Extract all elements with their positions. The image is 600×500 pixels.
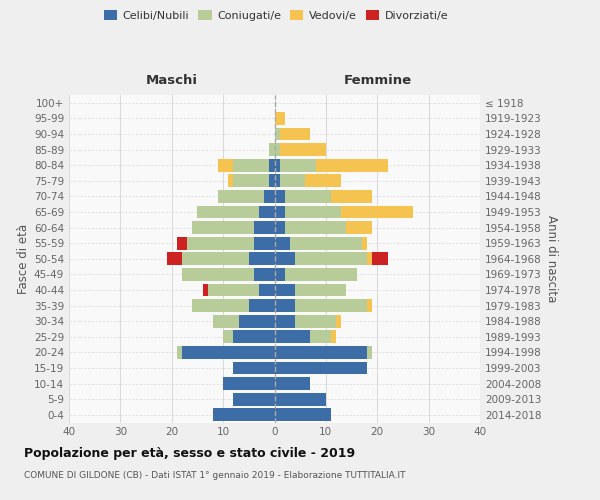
Bar [177,237,187,250]
Bar [213,408,275,421]
Bar [275,362,367,374]
Bar [285,206,341,218]
Bar [275,143,280,156]
Bar [182,252,249,265]
Bar [182,346,275,358]
Bar [182,268,254,280]
Bar [239,314,275,328]
Bar [362,237,367,250]
Bar [223,377,275,390]
Bar [285,268,356,280]
Bar [275,159,280,172]
Bar [290,237,362,250]
Bar [372,252,388,265]
Bar [228,174,233,187]
Bar [275,112,285,125]
Bar [208,284,259,296]
Bar [275,174,280,187]
Bar [193,299,249,312]
Bar [275,206,285,218]
Bar [295,314,336,328]
Bar [341,206,413,218]
Bar [275,314,295,328]
Bar [346,221,372,234]
Bar [223,330,233,343]
Bar [275,252,295,265]
Legend: Celibi/Nubili, Coniugati/e, Vedovi/e, Divorziati/e: Celibi/Nubili, Coniugati/e, Vedovi/e, Di… [100,6,452,25]
Bar [264,190,275,203]
Bar [275,221,285,234]
Bar [275,284,295,296]
Text: COMUNE DI GILDONE (CB) - Dati ISTAT 1° gennaio 2019 - Elaborazione TUTTITALIA.IT: COMUNE DI GILDONE (CB) - Dati ISTAT 1° g… [24,471,406,480]
Bar [259,284,275,296]
Bar [336,314,341,328]
Bar [316,159,388,172]
Bar [233,174,269,187]
Bar [275,408,331,421]
Bar [280,159,316,172]
Bar [310,330,331,343]
Bar [367,346,372,358]
Bar [249,252,275,265]
Y-axis label: Anni di nascita: Anni di nascita [545,215,558,302]
Bar [218,190,264,203]
Text: Maschi: Maschi [146,74,197,88]
Bar [280,143,326,156]
Bar [285,221,346,234]
Bar [218,159,233,172]
Bar [197,206,259,218]
Bar [275,346,367,358]
Bar [269,174,275,187]
Bar [254,221,275,234]
Bar [233,392,275,406]
Bar [275,268,285,280]
Bar [280,174,305,187]
Bar [295,252,367,265]
Text: Femmine: Femmine [343,74,412,88]
Bar [305,174,341,187]
Bar [249,299,275,312]
Bar [367,299,372,312]
Bar [167,252,182,265]
Bar [275,330,310,343]
Bar [269,159,275,172]
Text: Popolazione per età, sesso e stato civile - 2019: Popolazione per età, sesso e stato civil… [24,448,355,460]
Bar [275,237,290,250]
Bar [295,284,346,296]
Bar [193,221,254,234]
Bar [233,159,269,172]
Bar [177,346,182,358]
Bar [331,330,336,343]
Bar [275,128,280,140]
Bar [275,392,326,406]
Bar [367,252,372,265]
Bar [213,314,239,328]
Bar [254,237,275,250]
Bar [233,330,275,343]
Bar [295,299,367,312]
Bar [275,190,285,203]
Bar [259,206,275,218]
Bar [187,237,254,250]
Bar [280,128,310,140]
Bar [233,362,275,374]
Bar [275,377,310,390]
Bar [269,143,275,156]
Bar [275,299,295,312]
Bar [203,284,208,296]
Bar [285,190,331,203]
Bar [254,268,275,280]
Bar [331,190,372,203]
Y-axis label: Fasce di età: Fasce di età [17,224,30,294]
